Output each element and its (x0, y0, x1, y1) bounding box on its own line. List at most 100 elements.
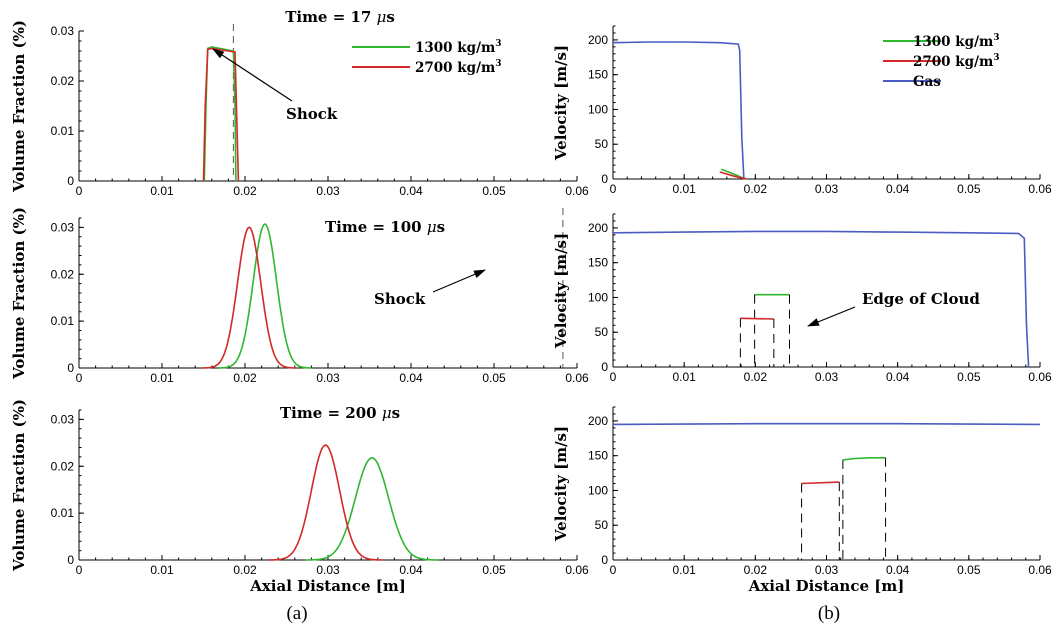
y-tick-label: 200 (588, 414, 608, 428)
legend-label: 2700 kg/m3 (415, 59, 502, 76)
x-tick-label: 0.01 (672, 182, 696, 196)
x-tick-label: 0.05 (482, 563, 506, 577)
y-tick-label: 0.03 (51, 412, 75, 426)
annotation-text: Edge of Cloud (862, 290, 980, 308)
y-tick-label: 0 (601, 360, 608, 374)
x-tick-label: 0.04 (399, 563, 423, 577)
y-tick-label: 0.01 (51, 124, 75, 138)
chart-title-text: Time = 200 (280, 404, 382, 422)
panel-a3: 0 0.01 0.02 0.03 0.04 0.05 0.06 0 0.01 0.02 0.03 Vo… (10, 399, 589, 595)
legend-label-text: 2700 kg/m (415, 60, 495, 76)
series-line-blue (612, 41, 745, 180)
x-tick-label: 0.01 (672, 370, 696, 384)
y-tick-label: 150 (588, 449, 608, 463)
chart-title-mu: μ (377, 8, 387, 26)
legend-label-sup: 3 (495, 39, 501, 49)
x-tick-label: 0.02 (744, 182, 768, 196)
series-line-green (305, 456, 439, 561)
x-tick-label: 0.03 (316, 184, 340, 198)
series-line-blue (612, 230, 1030, 368)
chart-title-mu: μ (382, 404, 392, 422)
legend-label: 2700 kg/m3 (913, 53, 1000, 70)
y-axis-label: Velocity [m/s] (552, 233, 570, 349)
x-axis-label: Axial Distance [m] (249, 577, 406, 595)
y-tick-label: 0.02 (51, 459, 75, 473)
series-line-red (740, 317, 774, 320)
x-tick-label: 0.05 (957, 182, 981, 196)
x-tick-label: 0.03 (316, 563, 340, 577)
chart-title: Time = 100 μs (325, 218, 445, 236)
y-tick-label: 50 (595, 325, 609, 339)
y-tick-label: 50 (595, 137, 609, 151)
y-axis-label: Volume Fraction (%) (10, 20, 28, 193)
chart-title: Time = 17 μs (285, 8, 395, 26)
panel-a1: 0 0.01 0.02 0.03 0.04 0.05 0.06 0 0.01 0.02 0.03 Vo… (10, 8, 589, 198)
panel-b2: 0 0.01 0.02 0.03 0.04 0.05 0.06 0 50 100 150 200 Vel… (552, 213, 1052, 384)
x-tick-label: 0.06 (565, 563, 589, 577)
x-tick-label: 0.01 (150, 563, 174, 577)
annotation-text: Shock (374, 290, 426, 308)
chart-title-text: Time = 100 (325, 218, 427, 236)
legend-label: Gas (913, 74, 941, 90)
chart-title-mu: μ (427, 218, 437, 236)
series-line-red (269, 444, 382, 561)
x-tick-label: 0.04 (886, 182, 910, 196)
x-tick-label: 0 (76, 563, 83, 577)
x-tick-label: 0.05 (482, 184, 506, 198)
annotation-arrow (807, 306, 856, 327)
x-tick-label: 0.04 (399, 371, 423, 385)
y-tick-label: 200 (588, 33, 608, 47)
x-tick-label: 0 (76, 184, 83, 198)
series-line-red (202, 226, 296, 369)
y-tick-label: 0.01 (51, 506, 75, 520)
x-tick-label: 0 (610, 182, 617, 196)
x-tick-label: 0.06 (1028, 563, 1052, 577)
chart-title-unit: s (437, 218, 445, 236)
x-tick-label: 0.02 (744, 563, 768, 577)
x-tick-label: 0.04 (399, 184, 423, 198)
y-tick-label: 0 (67, 361, 74, 375)
x-tick-label: 0.02 (744, 370, 768, 384)
x-tick-label: 0.06 (1028, 182, 1052, 196)
y-tick-label: 0.01 (51, 314, 75, 328)
x-tick-label: 0 (76, 371, 83, 385)
x-tick-label: 0.05 (957, 563, 981, 577)
y-axis-label: Volume Fraction (%) (10, 207, 28, 380)
legend-label-text: 1300 kg/m (913, 34, 993, 50)
x-tick-label: 0.06 (565, 184, 589, 198)
legend-label-text: 1300 kg/m (415, 40, 495, 56)
x-tick-label: 0.06 (1028, 370, 1052, 384)
chart-title-unit: s (386, 8, 394, 26)
x-tick-label: 0.04 (886, 563, 910, 577)
y-tick-label: 100 (588, 483, 608, 497)
x-tick-label: 0.01 (672, 563, 696, 577)
series-line-red (719, 171, 747, 180)
x-tick-label: 0 (610, 563, 617, 577)
chart-title-text: Time = 17 (285, 8, 376, 26)
x-tick-label: 0.06 (565, 371, 589, 385)
y-tick-label: 0 (601, 553, 608, 567)
x-axis-label: Axial Distance [m] (748, 577, 905, 595)
panels: 0 0.01 0.02 0.03 0.04 0.05 0.06 0 0.01 0.02 0.03 Vo… (10, 8, 1052, 595)
y-tick-label: 200 (588, 221, 608, 235)
legend-label-text: 2700 kg/m (913, 54, 993, 70)
y-tick-label: 0.03 (51, 220, 75, 234)
y-tick-label: 50 (595, 518, 609, 532)
legend-label-sup: 3 (495, 59, 501, 69)
caption-b: (b) (818, 603, 840, 624)
x-tick-label: 0.04 (886, 370, 910, 384)
annotation-arrow (432, 269, 486, 293)
x-tick-label: 0.05 (957, 370, 981, 384)
panel-b1: 0 0.01 0.02 0.03 0.04 0.05 0.06 0 50 100 150 200 Vel… (552, 25, 1052, 196)
chart-title-unit: s (392, 404, 400, 422)
y-tick-label: 0 (67, 553, 74, 567)
chart-title: Time = 200 μs (280, 404, 400, 422)
x-tick-label: 0.01 (150, 371, 174, 385)
x-tick-label: 0.01 (150, 184, 174, 198)
y-tick-label: 150 (588, 256, 608, 270)
legend-label-sup: 3 (993, 33, 999, 43)
y-axis-label: Volume Fraction (%) (10, 399, 28, 572)
x-tick-label: 0 (610, 370, 617, 384)
y-tick-label: 0.02 (51, 267, 75, 281)
